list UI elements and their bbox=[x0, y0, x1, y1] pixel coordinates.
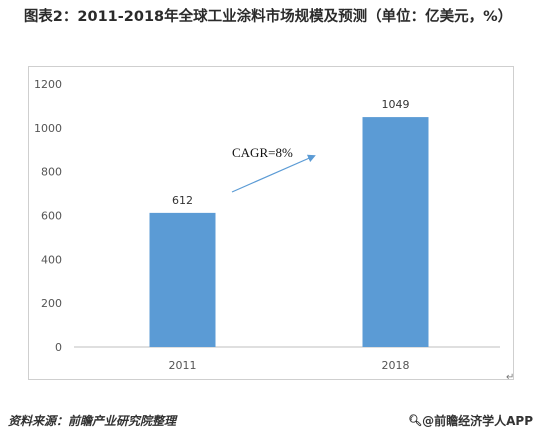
brand-label: @前瞻经济学人APP bbox=[422, 414, 533, 428]
cagr-annotation: CAGR=8% bbox=[231, 145, 316, 193]
cagr-arrow bbox=[231, 154, 316, 193]
y-tick-label-6: 1200 bbox=[34, 78, 62, 91]
bar-2011 bbox=[149, 212, 216, 347]
chart-title: 图表2：2011-2018年全球工业涂料市场规模及预测（单位：亿美元，%） bbox=[23, 9, 513, 25]
y-tick-label-4: 800 bbox=[41, 166, 62, 179]
bar-2018 bbox=[362, 117, 429, 347]
source-note: 资料来源：前瞻产业研究院整理 bbox=[8, 414, 177, 428]
y-axis: 0 200 400 600 800 1000 1200 bbox=[34, 78, 62, 354]
x-tick-label-2011: 2011 bbox=[169, 359, 197, 372]
x-tick-labels: 2011 2018 bbox=[169, 359, 410, 372]
y-tick-label-0: 0 bbox=[55, 341, 62, 354]
y-tick-label-1: 200 bbox=[41, 297, 62, 310]
data-label-2011: 612 bbox=[172, 194, 193, 207]
brand-credit: 🔍︎ @前瞻经济学人APP bbox=[408, 412, 533, 429]
y-tick-label-2: 400 bbox=[41, 253, 62, 266]
x-tick-label-2018: 2018 bbox=[382, 359, 410, 372]
chart-frame bbox=[28, 66, 514, 380]
search-icon: 🔍︎ bbox=[408, 413, 423, 427]
data-labels: 612 1049 bbox=[172, 98, 410, 207]
cagr-label: CAGR=8% bbox=[232, 145, 293, 160]
bars bbox=[149, 117, 429, 347]
data-label-2018: 1049 bbox=[382, 98, 410, 111]
return-mark: ↵ bbox=[506, 372, 515, 383]
y-tick-label-5: 1000 bbox=[34, 122, 62, 135]
y-tick-label-3: 600 bbox=[41, 210, 62, 223]
